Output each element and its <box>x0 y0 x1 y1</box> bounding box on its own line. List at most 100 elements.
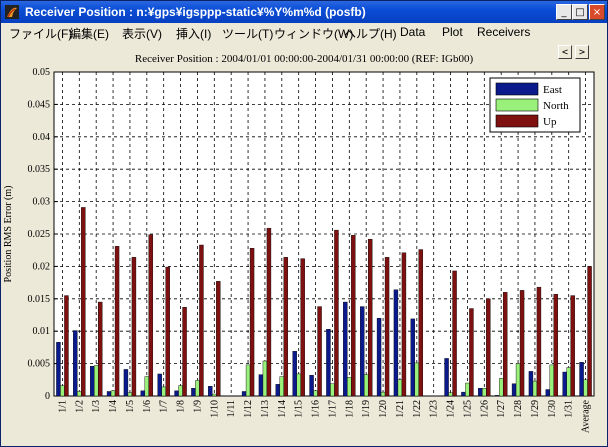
x-tick-label: 1/15 <box>294 400 305 418</box>
bar-east-1-20 <box>376 318 382 397</box>
x-tick-label: 1/30 <box>547 400 558 418</box>
x-tick-label: 1/26 <box>479 400 490 418</box>
legend-label-east: East <box>543 84 562 96</box>
bar-north-1-14 <box>279 376 285 397</box>
bar-north-1-18 <box>347 377 352 397</box>
close-button[interactable]: × <box>589 4 605 20</box>
bar-east-1-8 <box>174 390 179 397</box>
bar-north-1-7 <box>161 386 166 397</box>
y-tick-label: 0.01 <box>33 326 51 337</box>
bar-north-1-4 <box>110 390 116 397</box>
bar-up-1-1 <box>64 295 69 397</box>
bar-up-1-15 <box>300 258 305 397</box>
menu-tools[interactable]: ツール(T) <box>222 27 274 41</box>
menu-file[interactable]: ファイル(F) <box>9 27 73 41</box>
bar-up-1-18 <box>351 235 356 397</box>
bar-east-1-14 <box>275 384 281 397</box>
x-tick-label: 1/25 <box>462 400 473 418</box>
x-tick-label: 1/28 <box>513 400 524 418</box>
bar-north-1-26 <box>482 388 487 397</box>
bar-east-1-1 <box>56 342 61 397</box>
x-tick-label: 1/27 <box>496 400 507 418</box>
legend-swatch-east <box>495 82 539 96</box>
bar-north-1-24 <box>448 392 453 397</box>
bar-east-1-29 <box>528 371 534 397</box>
menu-receivers[interactable]: Receivers <box>477 25 531 39</box>
x-tick-label: 1/2 <box>74 400 85 413</box>
menu-window[interactable]: ウィンドウ(W) <box>274 27 354 41</box>
bar-up-1-25 <box>469 308 474 397</box>
bar-north-1-12 <box>245 364 251 397</box>
menu-help[interactable]: ヘルプ(H) <box>344 27 397 41</box>
bar-north-1-8 <box>178 385 183 397</box>
bar-up-1-2 <box>81 207 86 397</box>
y-tick-label: 0.02 <box>33 261 51 272</box>
bar-up-1-30 <box>553 294 559 397</box>
menu-bar: ファイル(F) 編集(E) 表示(V) 挿入(I) ツール(T) ウィンドウ(W… <box>1 23 607 41</box>
bar-up-1-13 <box>266 227 272 397</box>
x-tick-label: 1/19 <box>361 400 372 418</box>
bar-north-1-29 <box>532 380 538 397</box>
chart-title: Receiver Position : 2004/01/01 00:00:00-… <box>134 53 474 65</box>
x-tick-label: 1/14 <box>277 400 288 418</box>
bar-north-1-21 <box>397 379 403 397</box>
app-logo-icon <box>5 5 19 19</box>
menu-edit[interactable]: 編集(E) <box>69 27 109 41</box>
bar-east-1-21 <box>393 289 399 397</box>
bar-east-1-26 <box>478 388 483 397</box>
bar-east-1-10 <box>208 386 213 397</box>
bar-east-1-24 <box>444 358 449 397</box>
bar-north-1-5 <box>127 392 133 397</box>
y-tick-label: 0.04 <box>33 132 51 143</box>
window-title: Receiver Position : n:¥gps¥igsppp-static… <box>25 5 366 19</box>
x-tick-label: 1/24 <box>446 400 457 418</box>
bar-up-1-9 <box>199 244 204 397</box>
y-tick-label: 0.025 <box>28 229 51 240</box>
bar-north-1-16 <box>313 390 318 397</box>
bar-east-1-2 <box>73 330 78 397</box>
y-axis-label: Position RMS Error (m) <box>3 186 14 283</box>
bar-north-1-6 <box>144 376 150 397</box>
maximize-button[interactable]: □ <box>572 4 588 20</box>
x-tick-label: 1/6 <box>142 400 153 413</box>
minimize-button[interactable]: _ <box>556 4 572 20</box>
menu-data[interactable]: Data <box>400 25 426 39</box>
x-tick-label: 1/12 <box>243 400 254 418</box>
menu-plot[interactable]: Plot <box>442 25 463 39</box>
bar-up-1-28 <box>519 290 525 397</box>
menu-insert[interactable]: 挿入(I) <box>176 27 212 41</box>
y-tick-label: 0.045 <box>28 99 51 110</box>
x-tick-label: 1/21 <box>395 400 406 418</box>
bar-up-1-7 <box>165 266 170 397</box>
menu-view[interactable]: 表示(V) <box>122 27 162 41</box>
bar-up-1-17 <box>334 229 339 397</box>
bar-up-1-27 <box>502 292 508 397</box>
legend-label-up: Up <box>543 116 557 128</box>
bar-east-1-31 <box>562 371 567 397</box>
bar-up-1-14 <box>283 257 289 397</box>
legend-swatch-up <box>495 114 539 128</box>
x-tick-label: 1/23 <box>429 400 440 418</box>
prev-button[interactable]: < <box>558 45 572 59</box>
bar-north-1-17 <box>330 383 335 397</box>
x-tick-label: 1/3 <box>91 400 102 413</box>
bar-north-1-19 <box>363 374 369 397</box>
bar-north-1-3 <box>93 365 99 397</box>
y-tick-label: 0.005 <box>28 359 51 370</box>
legend-label-north: North <box>543 100 569 112</box>
next-button[interactable]: > <box>575 45 589 59</box>
title-bar[interactable]: Receiver Position : n:¥gps¥igsppp-static… <box>1 1 607 23</box>
bar-up-1-3 <box>97 301 103 397</box>
x-tick-label: Average <box>581 399 592 433</box>
bar-up-1-21 <box>401 252 407 397</box>
bar-east-1-7 <box>157 373 162 397</box>
bar-east-1-5 <box>123 369 129 397</box>
bar-up-1-31 <box>570 295 575 397</box>
x-tick-label: 1/29 <box>530 400 541 418</box>
bar-east-Average <box>579 362 584 397</box>
bar-east-1-12 <box>241 391 247 397</box>
bar-up-1-16 <box>317 306 322 397</box>
legend-swatch-north <box>495 98 539 112</box>
